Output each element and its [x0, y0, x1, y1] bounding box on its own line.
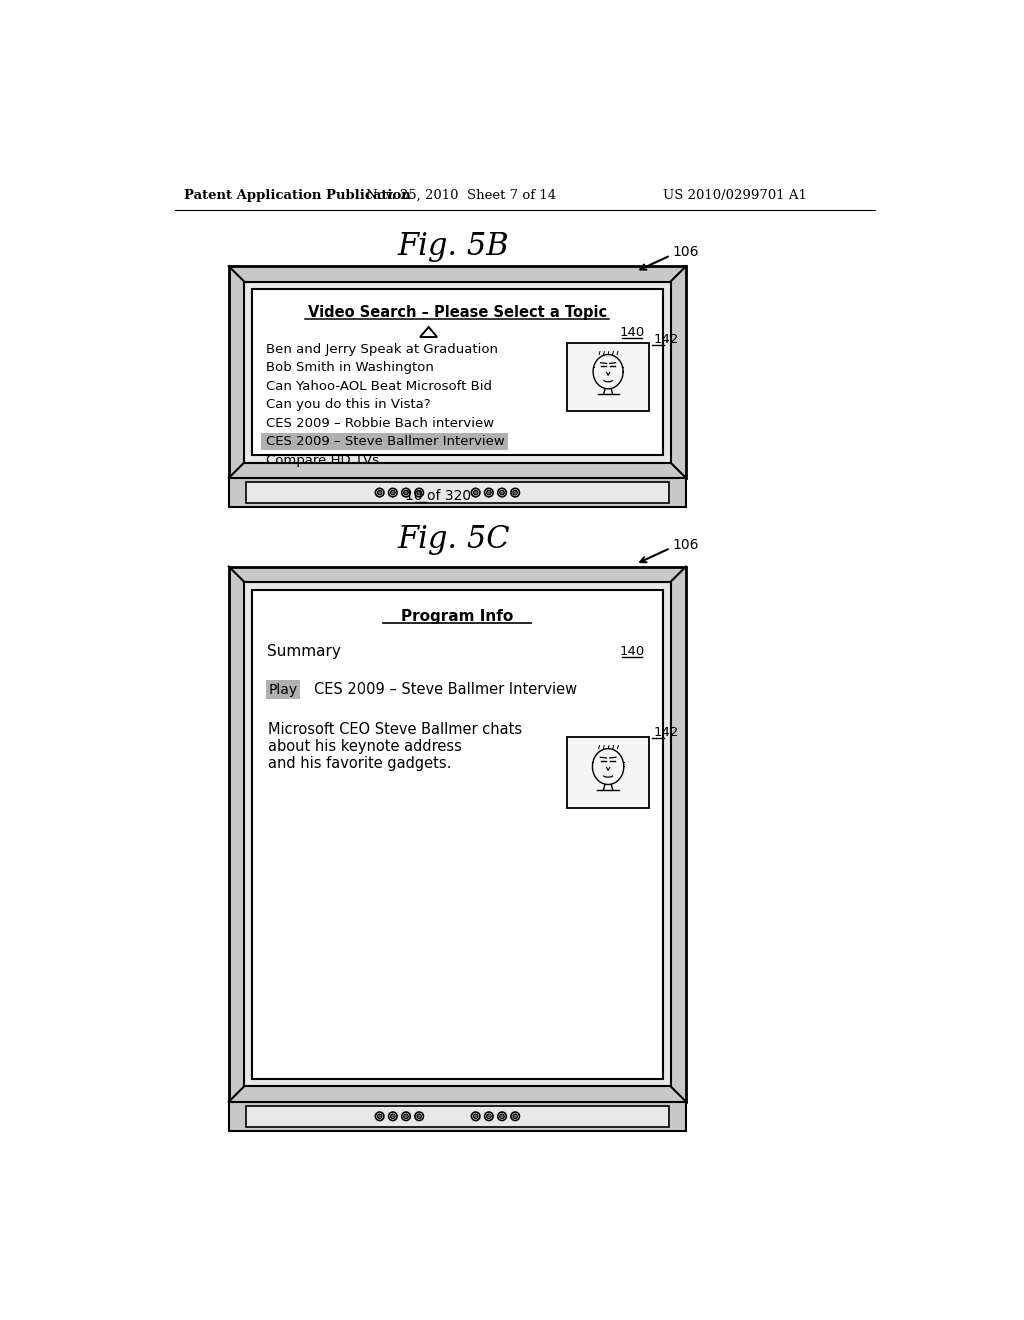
Circle shape	[486, 1114, 492, 1118]
Bar	[567, 343, 649, 411]
Text: 140: 140	[620, 326, 644, 339]
Text: Can Yahoo-AOL Beat Microsoft Bid: Can Yahoo-AOL Beat Microsoft Bid	[266, 380, 492, 393]
Text: 142: 142	[653, 333, 679, 346]
Bar	[228, 478, 686, 507]
Text: Summary: Summary	[267, 644, 341, 659]
Text: 10 of 320: 10 of 320	[404, 488, 471, 503]
Bar	[228, 566, 686, 1102]
Circle shape	[498, 1111, 506, 1121]
Bar	[246, 1106, 669, 1127]
Circle shape	[486, 490, 492, 495]
Text: Compare HD TVs: Compare HD TVs	[266, 454, 379, 467]
Circle shape	[417, 1114, 422, 1118]
Circle shape	[415, 1111, 424, 1121]
Text: Patent Application Publication: Patent Application Publication	[183, 189, 411, 202]
Text: and his favorite gadgets.: and his favorite gadgets.	[267, 756, 451, 771]
Bar	[252, 590, 663, 1078]
Text: 140: 140	[620, 644, 644, 657]
Bar	[246, 482, 669, 503]
Text: Nov. 25, 2010  Sheet 7 of 14: Nov. 25, 2010 Sheet 7 of 14	[367, 189, 556, 202]
Circle shape	[511, 488, 519, 496]
Text: about his keynote address: about his keynote address	[267, 739, 462, 754]
Text: CES 2009 – Robbie Bach interview: CES 2009 – Robbie Bach interview	[266, 417, 494, 430]
Text: CES 2009 – Steve Ballmer Interview: CES 2009 – Steve Ballmer Interview	[314, 682, 578, 697]
Bar	[266, 681, 300, 700]
Circle shape	[473, 490, 478, 495]
Bar	[245, 582, 671, 1086]
Circle shape	[471, 488, 480, 496]
Bar	[228, 267, 686, 478]
Polygon shape	[420, 480, 437, 490]
Circle shape	[471, 1111, 480, 1121]
Circle shape	[401, 488, 411, 496]
Circle shape	[513, 490, 517, 495]
Text: Microsoft CEO Steve Ballmer chats: Microsoft CEO Steve Ballmer chats	[267, 722, 521, 738]
Text: US 2010/0299701 A1: US 2010/0299701 A1	[663, 189, 807, 202]
Circle shape	[376, 1111, 384, 1121]
Circle shape	[484, 1111, 494, 1121]
Circle shape	[500, 490, 505, 495]
Text: CES 2009 – Steve Ballmer Interview: CES 2009 – Steve Ballmer Interview	[266, 436, 505, 449]
Circle shape	[390, 490, 395, 495]
Text: 142: 142	[653, 726, 679, 739]
Polygon shape	[420, 327, 437, 337]
Circle shape	[403, 490, 409, 495]
Text: Bob Smith in Washington: Bob Smith in Washington	[266, 362, 434, 375]
Text: Fig. 5C: Fig. 5C	[397, 524, 510, 554]
Bar	[252, 289, 663, 455]
Circle shape	[415, 488, 424, 496]
Circle shape	[417, 490, 422, 495]
Bar	[567, 737, 649, 808]
Bar	[261, 433, 508, 450]
Circle shape	[401, 1111, 411, 1121]
Text: Program Info: Program Info	[401, 609, 513, 624]
Circle shape	[390, 1114, 395, 1118]
Circle shape	[511, 1111, 519, 1121]
Circle shape	[473, 1114, 478, 1118]
Circle shape	[376, 488, 384, 496]
Text: Ben and Jerry Speak at Graduation: Ben and Jerry Speak at Graduation	[266, 343, 498, 356]
Text: Fig. 5B: Fig. 5B	[397, 231, 509, 263]
Circle shape	[377, 1114, 382, 1118]
Circle shape	[500, 1114, 505, 1118]
Circle shape	[513, 1114, 517, 1118]
Text: Video Search – Please Select a Topic: Video Search – Please Select a Topic	[308, 305, 607, 319]
Text: 106: 106	[673, 246, 699, 259]
Circle shape	[484, 488, 494, 496]
Circle shape	[388, 1111, 397, 1121]
Bar	[245, 281, 671, 462]
Text: Can you do this in Vista?: Can you do this in Vista?	[266, 399, 430, 412]
Circle shape	[388, 488, 397, 496]
Circle shape	[498, 488, 506, 496]
Circle shape	[377, 490, 382, 495]
Bar	[228, 1102, 686, 1131]
Circle shape	[403, 1114, 409, 1118]
Text: Play: Play	[268, 682, 298, 697]
Text: 106: 106	[673, 539, 699, 552]
